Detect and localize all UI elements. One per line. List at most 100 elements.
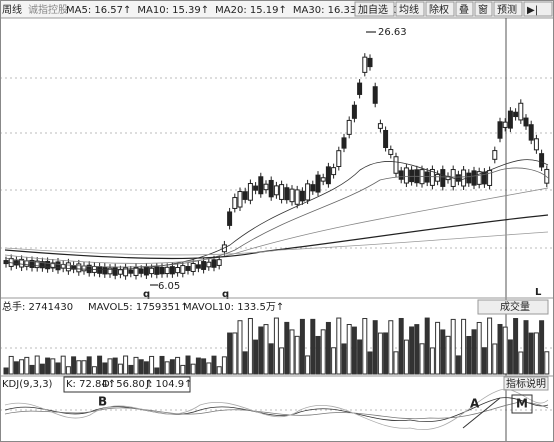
volume-bar — [50, 358, 56, 375]
candle-body — [149, 267, 155, 275]
volume-bar — [440, 329, 446, 375]
candle-body — [45, 260, 51, 270]
marker: q — [143, 289, 150, 300]
volume-bar — [305, 355, 311, 375]
kdj-j: J: 104.9↑ — [145, 379, 193, 390]
candle-body — [476, 171, 482, 185]
ma-label: MA10: 15.39↑ — [137, 5, 209, 16]
candle-body — [34, 260, 40, 269]
candle-body — [346, 119, 352, 135]
candle-body — [237, 191, 243, 208]
volume-bar — [133, 356, 139, 375]
high-label: 26.63 — [378, 27, 407, 38]
candle-body — [310, 184, 316, 192]
volume-bar — [528, 332, 534, 375]
candle-body — [279, 184, 285, 200]
volume-bar — [450, 318, 456, 375]
indicator-select-label[interactable]: 成交量 — [500, 300, 530, 313]
candle-body — [180, 265, 186, 274]
candle-body — [440, 169, 446, 187]
marker: q — [222, 289, 229, 300]
candle-body — [461, 169, 467, 187]
help-button[interactable] — [503, 376, 549, 391]
candle-body — [190, 262, 196, 272]
toolbar-button[interactable] — [395, 1, 425, 17]
toolbar-button[interactable] — [493, 1, 523, 17]
candle-body — [284, 187, 290, 201]
volume-bar — [242, 351, 248, 375]
volume-bar — [107, 358, 113, 375]
toolbar-button[interactable] — [474, 1, 493, 17]
volume-bar — [237, 320, 243, 375]
volume-bar — [206, 362, 212, 375]
candle-body — [403, 167, 409, 184]
toolbar-button-label[interactable]: 加自选 — [358, 3, 388, 16]
volume-bar — [232, 332, 238, 375]
candle-body — [65, 262, 71, 272]
volume-bar — [388, 320, 394, 375]
volume-bar — [461, 318, 467, 375]
toolbar-button-label[interactable]: 除权 — [429, 3, 449, 16]
toolbar-button-label[interactable]: 窗 — [478, 3, 488, 16]
volume-bar — [289, 329, 295, 375]
volume-bar — [351, 326, 357, 375]
indicator-select[interactable] — [477, 299, 549, 315]
candle-body — [320, 177, 326, 182]
candle-body — [377, 123, 383, 129]
volume-bar — [253, 339, 259, 375]
candle-body — [455, 174, 461, 182]
marker: L — [535, 287, 542, 298]
volume-bar — [377, 332, 383, 375]
candle-body — [539, 153, 545, 168]
help-label[interactable]: 指标说明 — [506, 377, 546, 390]
volume-bar — [299, 318, 305, 375]
toolbar-button[interactable] — [354, 1, 395, 17]
mavol10: MAVOL10: 133.5万↑ — [183, 302, 284, 313]
volume-bar — [190, 363, 196, 375]
volume-bar — [211, 355, 217, 375]
volume-total: 总手: 2741430 — [2, 300, 73, 313]
toolbar-button[interactable] — [425, 1, 455, 17]
ma-line — [4, 159, 549, 270]
toolbar-button[interactable] — [455, 1, 474, 17]
volume-bar — [195, 357, 201, 375]
volume-bar — [227, 332, 233, 375]
toolbar-button-label[interactable]: ▶| — [527, 5, 538, 16]
candle-body — [325, 166, 331, 185]
period-label[interactable]: 周线 — [2, 3, 22, 16]
arrow — [462, 397, 501, 429]
volume-bar — [466, 335, 472, 375]
volume-bar — [91, 366, 97, 375]
low-label: 6.05 — [158, 281, 180, 292]
candle-body — [133, 266, 139, 276]
volume-bar — [294, 335, 300, 375]
toolbar-button-label[interactable]: 均线 — [399, 3, 419, 16]
candle-body — [55, 261, 61, 271]
volume-bar — [76, 360, 82, 375]
volume-bar — [149, 355, 155, 375]
volume-bar — [81, 360, 87, 375]
ma-line — [4, 231, 549, 256]
ma-label: MA30: 16.33↑ — [293, 5, 365, 16]
volume-bar — [123, 355, 129, 375]
volume-bar — [513, 318, 519, 375]
candle-body — [24, 260, 30, 267]
kdj-name: KDJ(9,3,3) — [2, 379, 53, 390]
volume-bar — [507, 339, 513, 375]
volume-bar — [86, 356, 92, 375]
toolbar-button-label[interactable]: 预测 — [497, 3, 517, 16]
volume-bar — [362, 318, 368, 375]
volume-bar — [112, 357, 118, 375]
candle-body — [253, 185, 259, 191]
candle-body — [336, 150, 342, 168]
toolbar-button[interactable] — [523, 1, 553, 17]
candle-body — [393, 156, 399, 174]
candle-body — [357, 82, 363, 95]
candle-body — [341, 137, 347, 149]
toolbar-button-label[interactable]: 叠 — [459, 4, 469, 16]
candle-body — [544, 168, 550, 184]
volume-bar — [60, 355, 66, 375]
candle-body — [471, 170, 477, 186]
candle-body — [81, 265, 87, 272]
candle-body — [409, 169, 415, 183]
